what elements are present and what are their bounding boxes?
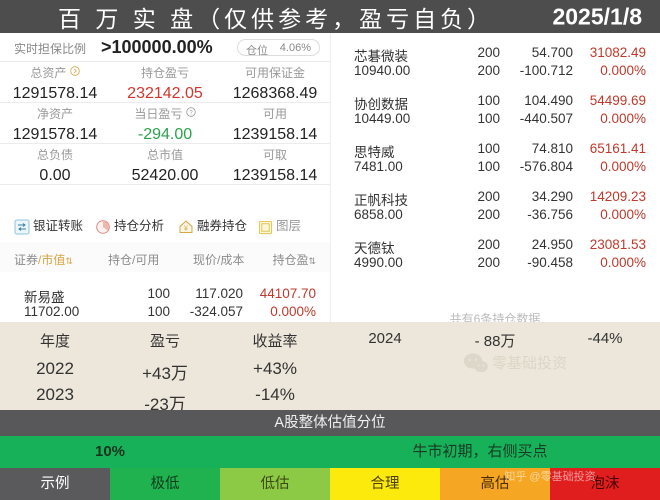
svg-text:¥: ¥ [184,226,188,233]
svg-text:?: ? [189,110,193,116]
